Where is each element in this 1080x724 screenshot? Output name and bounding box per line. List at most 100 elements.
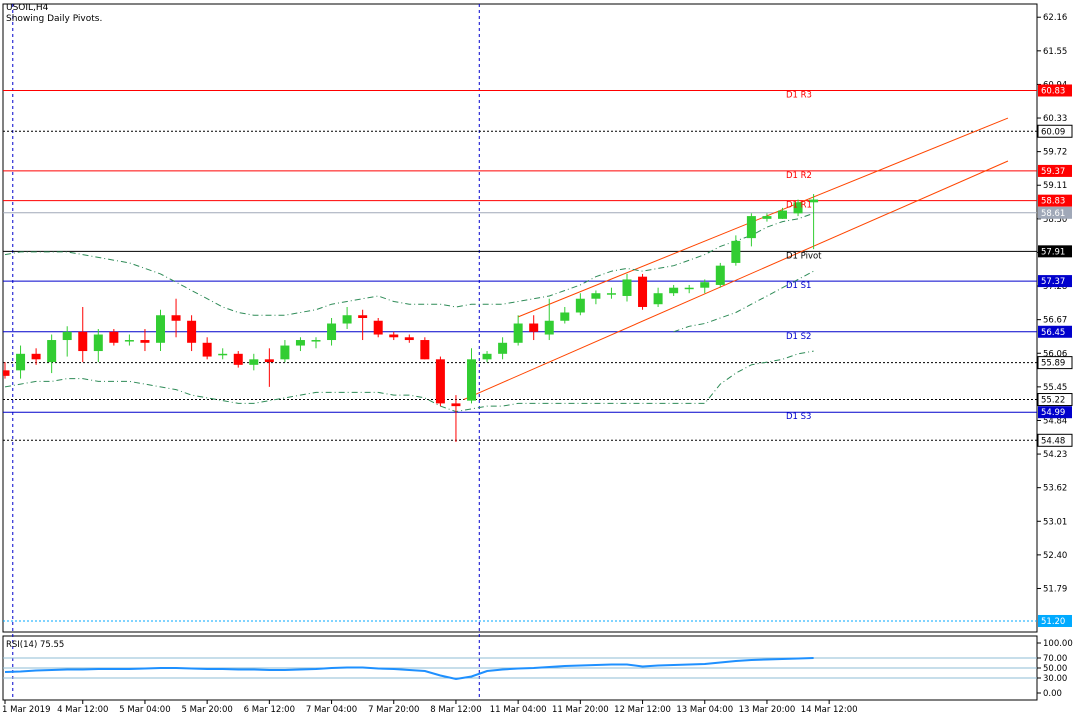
level-price-tag-label: 55.89 (1041, 359, 1065, 369)
price-tick-label: 54.84 (1043, 416, 1067, 426)
bear-candle-body (373, 320, 383, 335)
bear-candle-body (171, 315, 181, 321)
price-tick-label: 59.72 (1043, 148, 1067, 158)
time-tick-label: 11 Mar 20:00 (552, 705, 609, 715)
bear-candle-body (31, 353, 41, 360)
bear-candle-body (109, 331, 119, 343)
price-tick-label: 60.33 (1043, 114, 1067, 124)
price-tick-label: 53.01 (1043, 517, 1067, 527)
bull-candle-body (16, 353, 26, 371)
price-tick-label: 54.23 (1043, 450, 1067, 460)
rsi-line (4, 657, 814, 681)
rsi-tick-label: 50.00 (1043, 664, 1067, 674)
level-price-tag (1037, 124, 1073, 138)
pivot-price-tag-label: 56.45 (1041, 328, 1065, 338)
pivot-label: D1 R3 (786, 90, 812, 100)
price-tick-label: 56.06 (1043, 349, 1067, 359)
pivot-price-tag (1038, 275, 1072, 288)
pivot-price-tag-label: 58.83 (1041, 197, 1065, 207)
price-tick-label: 52.40 (1043, 551, 1067, 561)
bull-candle-body (295, 340, 305, 346)
bull-candle-body (793, 202, 803, 214)
bull-candle-body (778, 210, 787, 219)
bull-candle-body (249, 359, 259, 365)
bear-candle-body (78, 331, 88, 352)
bear-candle-body (435, 359, 445, 404)
price-tick-label: 59.11 (1043, 181, 1067, 191)
pivot-label: D1 S1 (786, 281, 811, 291)
bull-candle-body (762, 216, 772, 219)
bear-candle-body (140, 340, 150, 343)
bear-candle-body (3, 370, 10, 376)
bear-candle-body (404, 337, 414, 341)
bull-candle-body (62, 331, 72, 341)
main-pane-frame (2, 3, 1038, 633)
rsi-tick-label: 70.00 (1043, 654, 1067, 664)
channel-lower-line (463, 160, 1009, 400)
pivot-price-tag (1038, 84, 1072, 97)
bull-candle-body (669, 287, 679, 294)
price-tick-label: 61.55 (1043, 47, 1067, 57)
bull-candle-body (809, 199, 819, 203)
bear-candle-body (420, 340, 430, 360)
time-tick-label: 12 Mar 12:00 (614, 705, 671, 715)
bull-candle-body (684, 287, 694, 290)
bull-candle-body (560, 312, 570, 321)
bollinger-middle (673, 270, 814, 333)
pivot-price-tag-label: 54.99 (1041, 408, 1065, 418)
rsi-tick-label: 30.00 (1043, 674, 1067, 684)
price-tick-label: 62.16 (1043, 13, 1067, 23)
pivot-price-tag-label: 59.37 (1041, 167, 1065, 177)
pivot-price-tag (1038, 245, 1072, 258)
level-price-tag-label: 54.48 (1041, 436, 1065, 446)
level-price-tag-label: 51.20 (1041, 617, 1065, 627)
price-tick-label: 51.79 (1043, 584, 1067, 594)
bull-candle-body (746, 216, 756, 239)
bull-candle-body (700, 282, 710, 288)
symbol-label: USOIL,H4 (6, 3, 49, 13)
bid-price-tag (1038, 206, 1072, 219)
bull-candle-body (715, 265, 725, 285)
time-tick-label: 1 Mar 2019 (2, 705, 50, 715)
bear-candle-body (638, 276, 648, 307)
level-price-tag-label: 60.09 (1041, 127, 1065, 137)
bull-candle-body (498, 342, 508, 354)
level-price-tag-label: 55.22 (1041, 396, 1065, 406)
bull-candle-body (731, 240, 741, 263)
bear-candle-body (451, 403, 461, 407)
time-tick-label: 14 Mar 12:00 (801, 705, 858, 715)
subtitle-label: Showing Daily Pivots. (6, 14, 103, 24)
level-price-tag (1038, 614, 1072, 627)
pivot-label: D1 R1 (786, 201, 812, 211)
pivot-price-tag-label: 60.83 (1041, 86, 1065, 96)
rsi-tick-label: 100.00 (1043, 639, 1073, 649)
time-tick-label: 7 Mar 20:00 (368, 705, 419, 715)
bull-candle-body (124, 340, 134, 342)
bull-candle-body (311, 340, 321, 342)
bull-candle-body (218, 353, 228, 356)
rsi-tick-label: 0.00 (1043, 689, 1062, 699)
time-tick-label: 13 Mar 04:00 (676, 705, 733, 715)
time-tick-label: 5 Mar 04:00 (119, 705, 170, 715)
pivot-label: D1 S2 (786, 332, 811, 342)
rsi-label: RSI(14) 75.55 (6, 640, 64, 650)
bollinger-upper (4, 212, 814, 316)
main-plot-area (3, 89, 1037, 622)
bull-candle-body (622, 279, 632, 296)
time-tick-label: 8 Mar 12:00 (430, 705, 481, 715)
bull-candle-body (513, 323, 523, 343)
time-tick-label: 7 Mar 04:00 (306, 705, 357, 715)
pivot-label: D1 S3 (786, 412, 811, 422)
time-tick-label: 11 Mar 04:00 (490, 705, 547, 715)
bull-candle-body (93, 334, 103, 352)
bull-candle-body (653, 293, 663, 305)
bear-candle-body (202, 342, 212, 357)
pivot-price-tag (1038, 406, 1072, 419)
price-tick-label: 53.62 (1043, 484, 1067, 494)
level-price-tag (1037, 393, 1073, 407)
bear-candle-body (264, 359, 274, 363)
bull-candle-body (606, 293, 616, 295)
time-tick-label: 5 Mar 20:00 (181, 705, 232, 715)
